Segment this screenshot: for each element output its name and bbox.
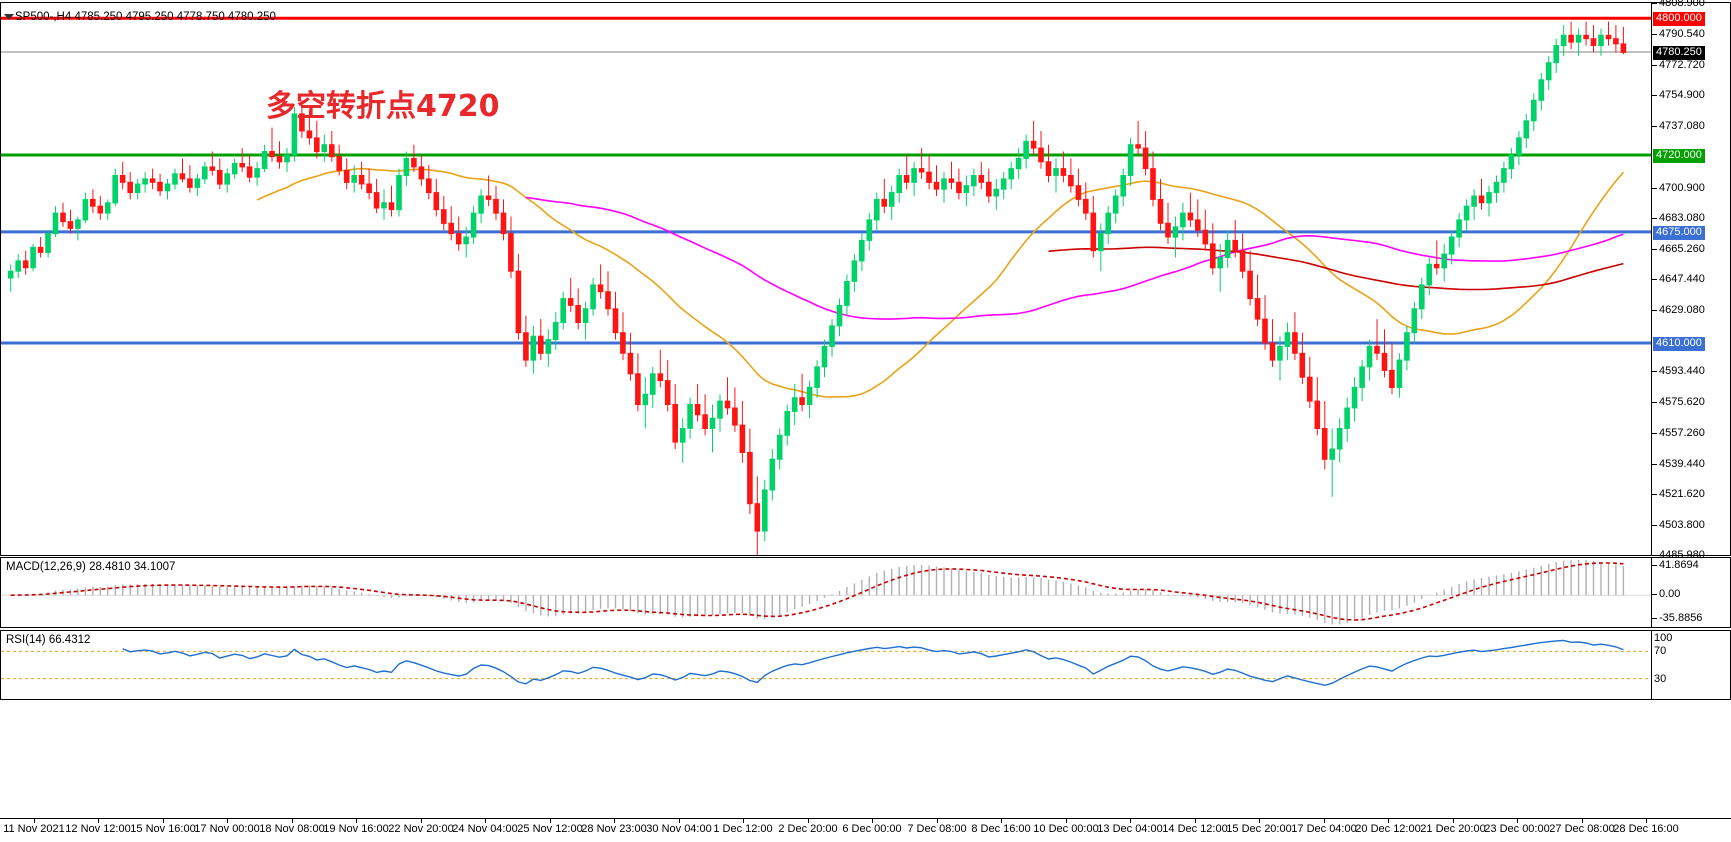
time-tick (356, 819, 357, 823)
time-tick (808, 819, 809, 823)
price-chart-panel[interactable]: SP500-,H4 4785.250 4795.250 4778.750 478… (0, 0, 1731, 561)
time-label: 8 Dec 16:00 (971, 823, 1031, 835)
time-label: 19 Nov 16:00 (323, 823, 389, 835)
price-tick: 4647.440 (1652, 274, 1705, 285)
time-label: 6 Dec 00:00 (842, 823, 902, 835)
time-label: 24 Nov 04:00 (452, 823, 518, 835)
time-tick (163, 819, 164, 823)
time-tick (98, 819, 99, 823)
price-tick: 4629.080 (1652, 305, 1705, 316)
time-tick (1001, 819, 1002, 823)
time-label: 10 Dec 00:00 (1033, 823, 1099, 835)
time-tick (1195, 819, 1196, 823)
time-label: 17 Nov 00:00 (194, 823, 260, 835)
price-tick: 4575.620 (1652, 397, 1705, 408)
macd-plot-area (1, 558, 1651, 627)
time-label: 15 Nov 16:00 (130, 823, 196, 835)
price-tick: 4772.720 (1652, 60, 1705, 71)
time-tick (1324, 819, 1325, 823)
price-tick: 4683.080 (1652, 213, 1705, 224)
time-tick (227, 819, 228, 823)
macd-tick: -35.8856 (1652, 613, 1702, 624)
time-tick (1388, 819, 1389, 823)
time-label: 1 Dec 12:00 (713, 823, 773, 835)
price-tick: 4539.440 (1652, 459, 1705, 470)
macd-label: MACD(12,26,9) 28.4810 34.1007 (6, 561, 176, 573)
time-label: 28 Nov 23:00 (581, 823, 647, 835)
time-tick (937, 819, 938, 823)
chart-annotation-text: 多空转折点4720 (266, 89, 500, 124)
macd-tick: 41.8694 (1652, 560, 1699, 571)
time-tick (1259, 819, 1260, 823)
price-tick: 4790.540 (1652, 29, 1705, 40)
time-label: 18 Nov 08:00 (259, 823, 325, 835)
rsi-tick: 30 (1654, 673, 1667, 685)
price-tick: 4754.900 (1652, 90, 1705, 101)
price-tick: 4557.260 (1652, 428, 1705, 439)
time-label: 22 Nov 20:00 (388, 823, 454, 835)
time-label: 7 Dec 08:00 (907, 823, 967, 835)
time-tick (1453, 819, 1454, 823)
time-label: 13 Dec 04:00 (1097, 823, 1163, 835)
time-tick (1130, 819, 1131, 823)
time-tick (421, 819, 422, 823)
triangle-down-icon[interactable] (4, 14, 14, 20)
price-tick: 4665.260 (1652, 244, 1705, 255)
time-label: 15 Dec 20:00 (1226, 823, 1292, 835)
time-tick (34, 819, 35, 823)
symbol-ohlc-header: SP500-,H4 4785.250 4795.250 4778.750 478… (15, 11, 276, 23)
price-axis[interactable]: 4808.900 4790.540 4772.720 4754.900 4737.080… (1651, 0, 1730, 561)
time-label: 21 Dec 20:00 (1420, 823, 1486, 835)
time-label: 12 Nov 12:00 (65, 823, 131, 835)
time-axis[interactable]: 11 Nov 2021 12 Nov 12:00 15 Nov 16:00 17 No… (0, 818, 1731, 842)
time-label: 27 Dec 08:00 (1549, 823, 1615, 835)
rsi-tick: 100 (1654, 632, 1673, 644)
level-4800-tag[interactable]: 4800.000 (1653, 12, 1705, 26)
time-tick (550, 819, 551, 823)
last-price-tag[interactable]: 4780.250 (1653, 46, 1705, 60)
time-label: 11 Nov 2021 (3, 823, 65, 835)
rsi-axis: 100 70 30 (1651, 631, 1730, 699)
time-label: 28 Dec 16:00 (1613, 823, 1679, 835)
time-tick (1582, 819, 1583, 823)
level-4720-tag[interactable]: 4720.000 (1653, 149, 1705, 163)
level-4675-tag[interactable]: 4675.000 (1653, 226, 1705, 240)
time-tick (1646, 819, 1647, 823)
time-tick (679, 819, 680, 823)
time-tick (292, 819, 293, 823)
time-tick (614, 819, 615, 823)
time-label: 20 Dec 12:00 (1355, 823, 1421, 835)
macd-tick: 0.00 (1652, 589, 1680, 600)
rsi-tick: 70 (1654, 645, 1667, 657)
price-tick: 4503.800 (1652, 520, 1705, 531)
time-tick (1066, 819, 1067, 823)
macd-axis: 41.8694 0.00 -35.8856 (1651, 558, 1730, 627)
time-label: 23 Dec 00:00 (1484, 823, 1550, 835)
time-label: 2 Dec 20:00 (778, 823, 838, 835)
price-tick: 4700.900 (1652, 183, 1705, 194)
rsi-label: RSI(14) 66.4312 (6, 634, 91, 646)
level-4610-tag[interactable]: 4610.000 (1653, 337, 1705, 351)
price-tick: 4521.620 (1652, 489, 1705, 500)
time-tick (872, 819, 873, 823)
time-label: 14 Dec 12:00 (1162, 823, 1228, 835)
price-plot-area[interactable] (1, 3, 1651, 555)
price-tick: 4808.900 (1652, 0, 1705, 9)
time-tick (485, 819, 486, 823)
time-label: 30 Nov 04:00 (646, 823, 712, 835)
price-tick: 4737.080 (1652, 121, 1705, 132)
time-tick (1517, 819, 1518, 823)
price-tick: 4593.440 (1652, 366, 1705, 377)
price-tick: 4485.980 (1652, 550, 1705, 561)
time-label: 25 Nov 12:00 (517, 823, 583, 835)
rsi-plot-area (1, 631, 1651, 699)
time-label: 17 Dec 04:00 (1291, 823, 1357, 835)
rsi-indicator-panel[interactable]: RSI(14) 66.4312 100 70 30 (0, 630, 1731, 700)
macd-indicator-panel[interactable]: MACD(12,26,9) 28.4810 34.1007 41.8694 0.0… (0, 557, 1731, 628)
time-tick (743, 819, 744, 823)
